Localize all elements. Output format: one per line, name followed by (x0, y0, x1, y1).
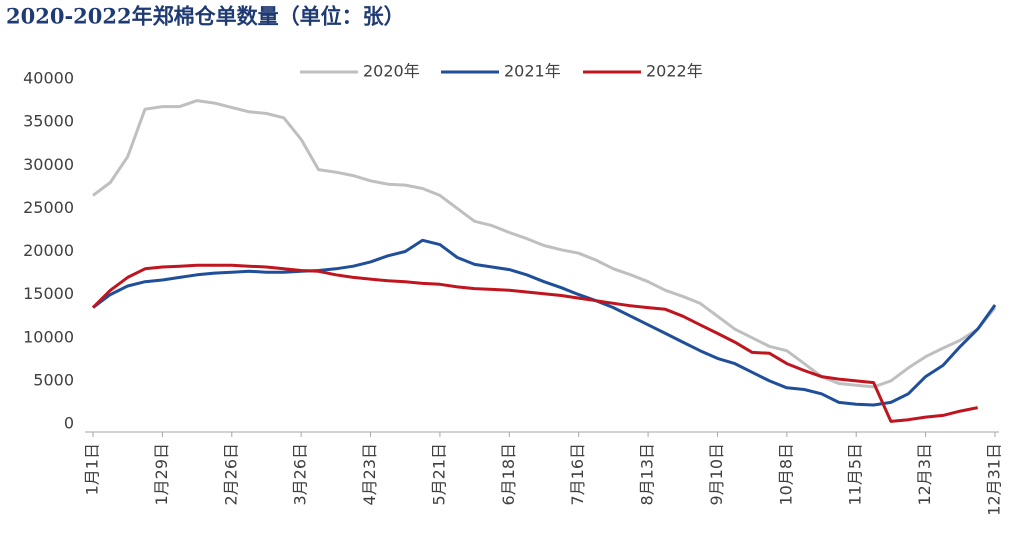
x-tick-label: 4月23日 (360, 443, 379, 506)
x-tick-label: 10月8日 (776, 443, 795, 506)
y-tick-label: 15000 (23, 284, 74, 303)
series-line (91, 263, 978, 423)
x-tick-label: 8月13日 (638, 443, 657, 506)
x-tick-label: 1月1日 (83, 443, 102, 495)
y-tick-label: 10000 (23, 327, 74, 346)
chart-title: 2020-2022年郑棉仓单数量（单位：张） (6, 4, 405, 29)
x-tick-label: 2月26日 (221, 443, 240, 506)
y-tick-label: 30000 (23, 155, 74, 174)
series-line (92, 99, 997, 389)
y-tick-label: 40000 (23, 69, 74, 88)
y-tick-label: 35000 (23, 112, 74, 131)
legend-label: 2020年 (363, 62, 420, 81)
y-tick-label: 20000 (23, 241, 74, 260)
x-tick-label: 1月29日 (152, 443, 171, 506)
x-tick-label: 11月5日 (846, 443, 865, 506)
x-tick-label: 6月18日 (499, 443, 518, 506)
x-tick-label: 5月21日 (429, 443, 448, 506)
x-tick-label: 3月26日 (291, 443, 310, 506)
x-tick-label: 12月3日 (915, 443, 934, 506)
x-tick-label: 9月10日 (707, 443, 726, 506)
y-tick-label: 0 (64, 414, 74, 433)
y-tick-label: 5000 (33, 370, 74, 389)
y-tick-label: 25000 (23, 198, 74, 217)
x-tick-label: 12月31日 (985, 443, 1004, 516)
legend-label: 2021年 (504, 62, 561, 81)
series-line (92, 238, 997, 407)
legend-label: 2022年 (646, 62, 703, 81)
x-tick-label: 7月16日 (568, 443, 587, 506)
